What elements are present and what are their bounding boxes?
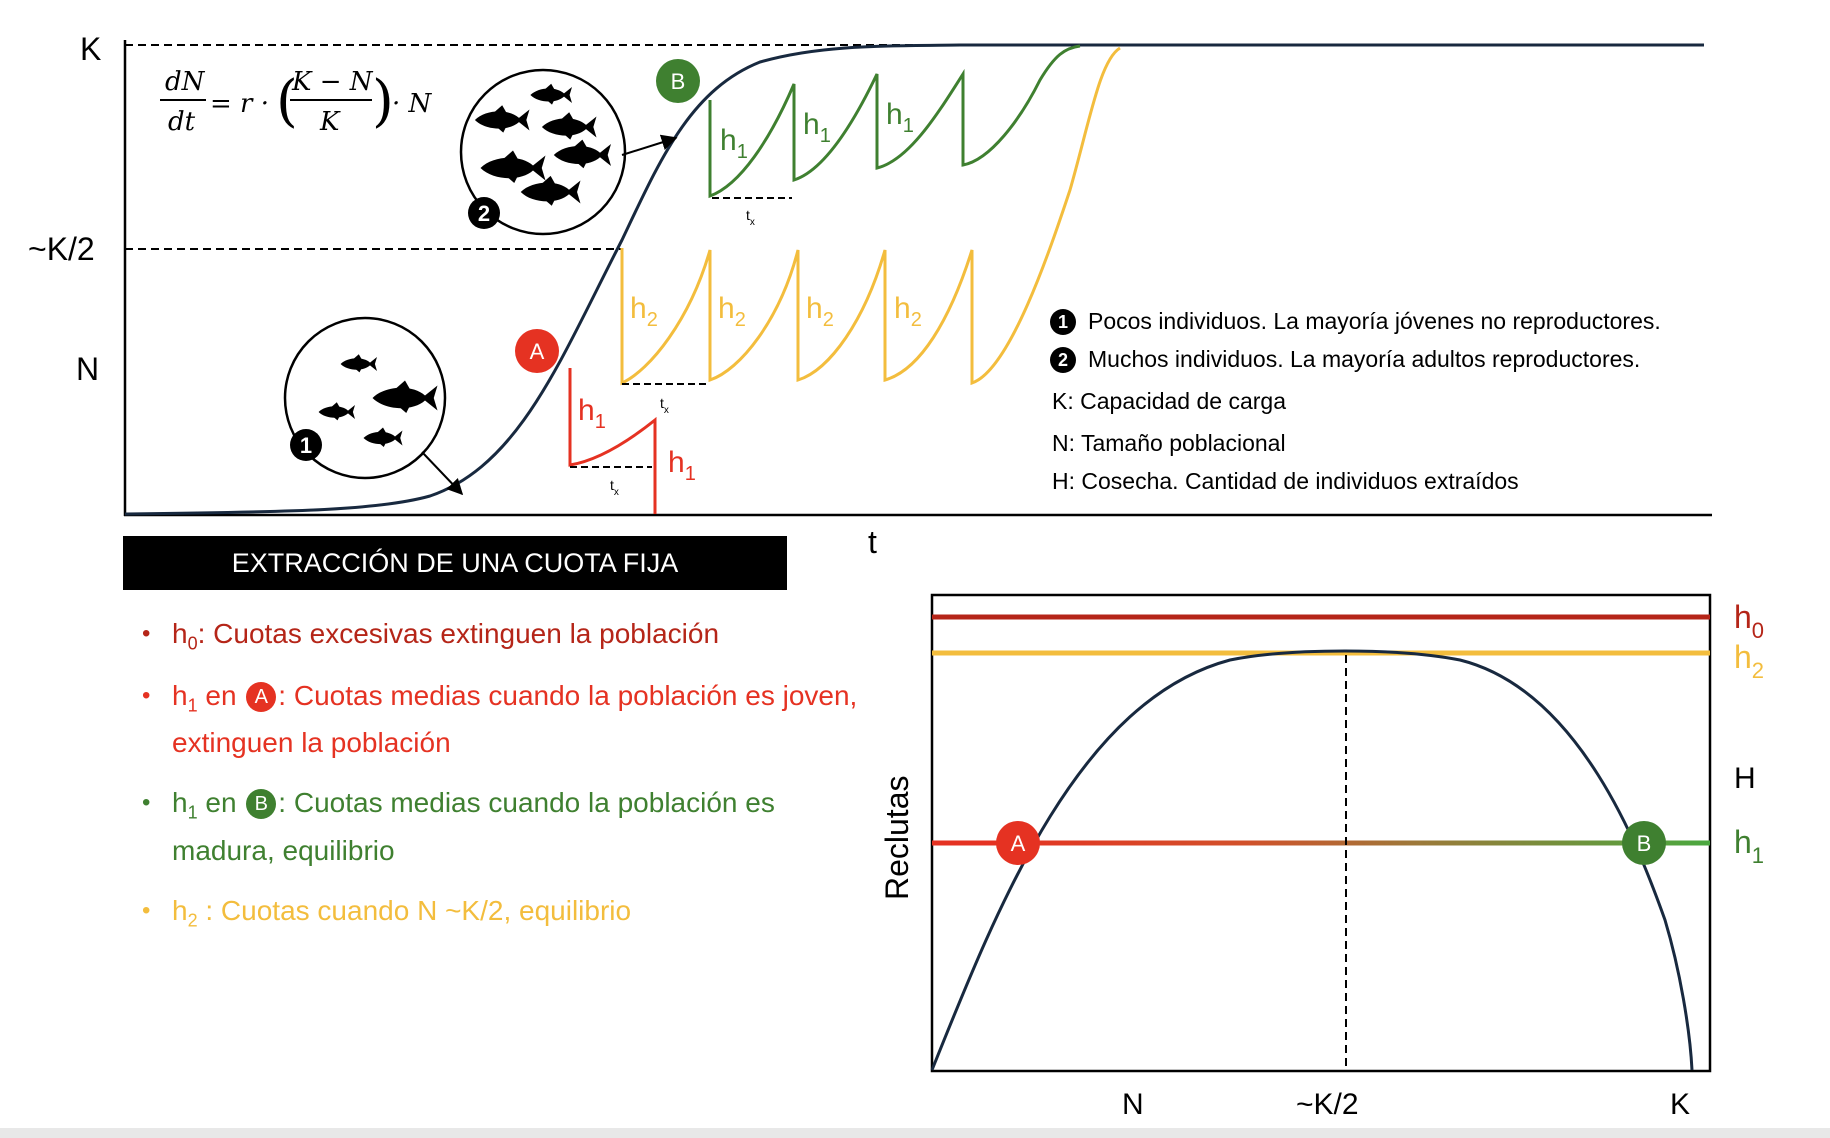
eq-frac-den: K bbox=[319, 107, 341, 137]
tx-label: tx bbox=[610, 477, 619, 498]
item-symbol-sub: 1 bbox=[187, 802, 198, 823]
item-symbol-sub: 2 bbox=[187, 910, 198, 931]
y-label-k-half: ~K/2 bbox=[28, 231, 95, 267]
bullet-dot: • bbox=[142, 896, 151, 924]
bullet-dot: • bbox=[142, 681, 151, 709]
recruitment-curve bbox=[930, 649, 1694, 1071]
h2-yellow-label: h2 bbox=[718, 292, 746, 331]
point-b-badge: B bbox=[656, 59, 700, 103]
y-label-n: N bbox=[76, 351, 99, 387]
banner-text: EXTRACCIÓN DE UNA CUOTA FIJA bbox=[231, 547, 679, 578]
point-b-label: B bbox=[1637, 831, 1652, 856]
x-tick-n: N bbox=[1122, 1088, 1144, 1121]
legend-text: N: Tamaño poblacional bbox=[1052, 430, 1286, 456]
eq-frac-num: K − N bbox=[291, 67, 374, 97]
tx-label: tx bbox=[660, 395, 669, 416]
item-text: : Cuotas cuando N ~K/2, equilibrio bbox=[197, 894, 632, 926]
point-a-badge: A bbox=[515, 329, 559, 373]
eq-paren-right: ) bbox=[372, 69, 394, 134]
eq-lhs-den: dt bbox=[168, 107, 196, 137]
y-axis-label-reclutas: Reclutas bbox=[879, 776, 915, 901]
legend-item-1: 1 Pocos individuos. La mayoría jóvenes no… bbox=[1050, 308, 1661, 335]
x-tick-k-half: ~K/2 bbox=[1296, 1088, 1359, 1121]
legend-item-n: N: Tamaño poblacional bbox=[1052, 430, 1286, 457]
arrow-to-curve-2 bbox=[621, 134, 678, 156]
h1-green-harvest: tx h1 h1 h1 bbox=[708, 44, 1081, 228]
legend-item-2: 2 Muchos individuos. La mayoría adultos r… bbox=[1050, 346, 1640, 373]
right-label-h1: h1 bbox=[1734, 824, 1764, 868]
eq-lhs-num: dN bbox=[165, 67, 206, 97]
top-chart: K ~K/2 N t dN dt = r · ( K − N K ) · N bbox=[28, 31, 1712, 560]
legend-number-badge: 1 bbox=[1050, 309, 1076, 335]
h1-red-label: h1 bbox=[668, 446, 696, 485]
x-tick-k: K bbox=[1670, 1088, 1690, 1121]
h2-yellow-label: h2 bbox=[894, 292, 922, 331]
list-item-h1-b: • h1 en B: Cuotas medias cuando la pobla… bbox=[140, 784, 860, 870]
legend-text: Pocos individuos. La mayoría jóvenes no … bbox=[1088, 308, 1661, 334]
badge-b: B bbox=[246, 789, 277, 820]
x-label-t: t bbox=[868, 524, 877, 560]
logistic-equation: dN dt = r · ( K − N K ) · N bbox=[160, 67, 433, 137]
right-label-h2: h2 bbox=[1734, 639, 1764, 683]
bullet-dot: • bbox=[142, 789, 151, 817]
bullet-dot: • bbox=[142, 620, 151, 647]
arrow-to-curve-1 bbox=[421, 451, 464, 496]
badge-a: A bbox=[246, 681, 277, 712]
bullet-list: • h0: Cuotas excesivas extinguen la pobl… bbox=[140, 615, 860, 953]
point-a-badge-bottom: A bbox=[996, 821, 1040, 865]
legend-text: K: Capacidad de carga bbox=[1052, 388, 1286, 414]
legend-item-k: K: Capacidad de carga bbox=[1052, 388, 1286, 415]
point-b-badge-bottom: B bbox=[1622, 821, 1666, 865]
item-pre: en bbox=[197, 787, 245, 819]
item-text: : Cuotas medias cuando la población es j… bbox=[172, 679, 858, 759]
circle-few-fish: 1 bbox=[283, 316, 464, 496]
h1-green-label: h1 bbox=[803, 108, 831, 147]
point-a-label: A bbox=[1011, 831, 1026, 856]
item-symbol: h bbox=[172, 787, 188, 819]
eq-rhs-b: · N bbox=[392, 89, 433, 119]
item-symbol: h bbox=[172, 894, 188, 926]
h1-red-label: h1 bbox=[578, 394, 606, 433]
section-banner: EXTRACCIÓN DE UNA CUOTA FIJA bbox=[123, 536, 787, 590]
legend-item-h: H: Cosecha. Cantidad de individuos extra… bbox=[1052, 468, 1519, 495]
item-symbol-sub: 1 bbox=[187, 695, 198, 716]
h1-green-label: h1 bbox=[720, 124, 748, 163]
h2-yellow-label: h2 bbox=[806, 292, 834, 331]
list-item-h0: • h0: Cuotas excesivas extinguen la pobl… bbox=[140, 615, 860, 663]
legend-text: Muchos individuos. La mayoría adultos re… bbox=[1088, 346, 1641, 372]
legend-text: H: Cosecha. Cantidad de individuos extra… bbox=[1052, 468, 1519, 494]
list-item-h1-a: • h1 en A: Cuotas medias cuando la pobla… bbox=[140, 677, 860, 763]
h2-yellow-label: h2 bbox=[630, 292, 658, 331]
circle-2-number: 2 bbox=[478, 201, 490, 226]
bottom-chart: A B Reclutas N ~K/2 K h0 h2 H h1 bbox=[879, 593, 1764, 1121]
logistic-curve bbox=[124, 43, 1704, 516]
tx-label: tx bbox=[746, 207, 755, 228]
circle-many-fish: 2 bbox=[459, 68, 678, 236]
item-pre: en bbox=[197, 679, 245, 711]
eq-rhs-a: = r · bbox=[210, 89, 269, 119]
point-b-label: B bbox=[671, 69, 686, 94]
y-label-k: K bbox=[80, 31, 101, 67]
item-text: : Cuotas excesivas extinguen la població… bbox=[197, 618, 720, 649]
circle-1-number: 1 bbox=[300, 433, 312, 458]
eq-paren-left: ( bbox=[276, 69, 298, 134]
h1-green-label: h1 bbox=[886, 98, 914, 137]
list-item-h2: • h2 : Cuotas cuando N ~K/2, equilibrio bbox=[140, 892, 860, 940]
point-a-label: A bbox=[530, 339, 545, 364]
item-text: : Cuotas medias cuando la población es m… bbox=[172, 787, 775, 866]
item-symbol-sub: 0 bbox=[187, 633, 198, 654]
bottom-frame bbox=[930, 593, 1712, 1073]
legend-number-badge: 2 bbox=[1050, 347, 1076, 373]
right-label-h0: h0 bbox=[1734, 599, 1764, 643]
item-symbol: h bbox=[172, 618, 188, 649]
h2-yellow-harvest: tx h2 h2 h2 h2 bbox=[620, 46, 1121, 416]
bottom-strip bbox=[0, 1128, 1830, 1138]
right-label-H: H bbox=[1734, 762, 1756, 795]
item-symbol: h bbox=[172, 679, 188, 711]
h1-red-harvest: tx h1 h1 bbox=[568, 368, 696, 514]
